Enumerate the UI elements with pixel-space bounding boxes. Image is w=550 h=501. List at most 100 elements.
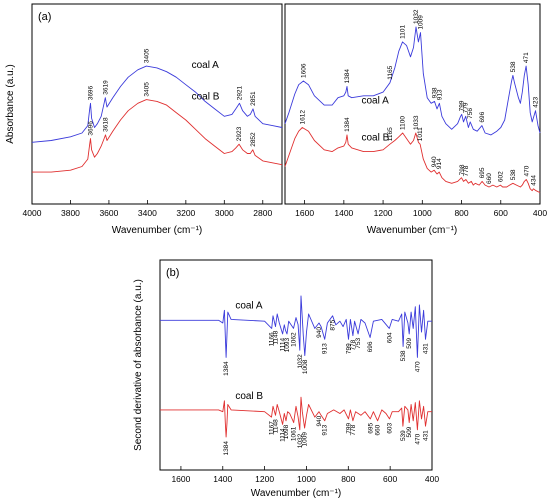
peak-label: 1032 bbox=[297, 433, 304, 448]
peak-label: 1114 bbox=[280, 338, 287, 352]
peak-label: 2852 bbox=[250, 132, 257, 147]
peak-label: 509 bbox=[406, 426, 413, 437]
peak-label: 799 bbox=[459, 100, 466, 111]
series-line-coal-a bbox=[284, 26, 541, 136]
peak-label: 471 bbox=[523, 52, 530, 63]
panel-a-left-annotations: 3696 3619 3405 2921 2851 3696 3618 3405 2923 2852 bbox=[88, 48, 258, 147]
peak-label: 1384 bbox=[223, 361, 230, 376]
peak-label: 1384 bbox=[344, 69, 351, 84]
panel-b-frame bbox=[159, 259, 433, 471]
peak-label: 2851 bbox=[250, 91, 257, 106]
x-tick-label: 3400 bbox=[138, 208, 157, 218]
peak-label: 3696 bbox=[88, 85, 95, 100]
peak-label: 470 bbox=[523, 165, 530, 176]
series-name-label: coal B bbox=[235, 391, 263, 402]
peak-label: 1033 bbox=[413, 115, 420, 130]
peak-label: 2921 bbox=[237, 85, 244, 100]
peak-label: 602 bbox=[497, 171, 504, 182]
panel-a-right-ticks: 1600 1400 1200 1000 800 600 400 bbox=[295, 200, 547, 218]
x-tick-label: 600 bbox=[383, 474, 397, 484]
series-line-coal-b bbox=[160, 396, 432, 438]
peak-label: 2923 bbox=[236, 126, 243, 141]
peak-label: 938 bbox=[432, 87, 439, 98]
peak-label: 1009 bbox=[302, 432, 309, 447]
panel-a-right-frame bbox=[284, 3, 541, 205]
peak-label: 604 bbox=[386, 332, 393, 343]
peak-label: 660 bbox=[486, 173, 493, 184]
x-tick-label: 1400 bbox=[213, 474, 232, 484]
peak-label: 940 bbox=[431, 156, 438, 167]
panel-a-left-series-labels: coal A coal B bbox=[192, 60, 220, 103]
series-name-label: coal A bbox=[362, 95, 390, 106]
peak-label: 1062 bbox=[291, 332, 298, 347]
peak-label: 778 bbox=[463, 165, 470, 176]
peak-label: 431 bbox=[423, 430, 430, 441]
peak-label: 1061 bbox=[291, 426, 298, 441]
peak-label: 1167 bbox=[269, 421, 276, 435]
panel-a-label: (a) bbox=[38, 11, 51, 23]
series-line-coal-a bbox=[31, 65, 283, 143]
peak-label: 1165 bbox=[387, 65, 394, 79]
peak-label: 1612 bbox=[299, 110, 306, 125]
x-tick-label: 3800 bbox=[61, 208, 80, 218]
peak-label: 603 bbox=[387, 423, 394, 434]
peak-label: 1165 bbox=[387, 127, 394, 141]
panel-a-left-xlabel: Wavenumber (cm⁻¹) bbox=[112, 225, 202, 236]
peak-label: 914 bbox=[436, 158, 443, 169]
peak-label: 778 bbox=[350, 339, 357, 350]
x-tick-label: 3000 bbox=[215, 208, 234, 218]
peak-label: 799 bbox=[346, 423, 353, 434]
peak-label: 3618 bbox=[103, 117, 110, 132]
panel-b-lines bbox=[160, 295, 432, 438]
x-tick-label: 1600 bbox=[295, 208, 314, 218]
panel-a-right-lines bbox=[284, 26, 541, 194]
peak-label: 756 bbox=[467, 108, 474, 119]
x-tick-label: 1000 bbox=[297, 474, 316, 484]
peak-label: 778 bbox=[350, 424, 357, 435]
panel-b-series-labels: coal A coal B bbox=[235, 301, 263, 403]
peak-label: 3405 bbox=[143, 48, 150, 63]
peak-label: 470 bbox=[414, 361, 421, 372]
peak-label: 940 bbox=[316, 327, 323, 338]
panel-b-ticks: 1600 1400 1200 1000 800 600 400 bbox=[171, 466, 439, 484]
series-name-label: coal B bbox=[362, 132, 390, 143]
peak-label: 509 bbox=[406, 338, 413, 349]
panel-a-ylabel: Absorbance (a.u.) bbox=[5, 64, 16, 144]
peak-label: 913 bbox=[322, 424, 329, 435]
panel-b-xlabel: Wavenumber (cm⁻¹) bbox=[251, 488, 341, 499]
series-line-coal-b bbox=[32, 99, 283, 173]
peak-label: 660 bbox=[375, 424, 382, 435]
peak-label: 1114 bbox=[280, 428, 287, 442]
panel-a-right: Wavenumber (cm⁻¹) 1600 1400 1200 1000 800 600… bbox=[284, 3, 547, 236]
panel-a-left-lines bbox=[31, 65, 283, 173]
peak-label: 799 bbox=[346, 343, 353, 354]
peak-label: 1166 bbox=[269, 332, 276, 346]
peak-label: 3405 bbox=[143, 82, 150, 97]
peak-label: 1148 bbox=[273, 419, 280, 433]
peak-label: 1032 bbox=[413, 9, 420, 24]
peak-label: 940 bbox=[316, 415, 323, 426]
series-line-coal-b bbox=[284, 127, 541, 194]
panel-a-right-xlabel: Wavenumber (cm⁻¹) bbox=[367, 225, 457, 236]
peak-label: 470 bbox=[414, 433, 421, 444]
peak-label: 538 bbox=[510, 61, 517, 72]
x-tick-label: 4000 bbox=[23, 208, 42, 218]
peak-label: 696 bbox=[367, 341, 374, 352]
x-tick-label: 600 bbox=[494, 208, 508, 218]
x-tick-label: 400 bbox=[533, 208, 547, 218]
peak-label: 1384 bbox=[223, 441, 230, 456]
series-name-label: coal A bbox=[235, 301, 263, 312]
x-tick-label: 400 bbox=[425, 474, 439, 484]
peak-label: 1100 bbox=[400, 116, 407, 130]
peak-label: 3696 bbox=[88, 121, 95, 136]
panel-a-left: (a) Absorbance (a.u.) Wavenumber (cm⁻¹) … bbox=[5, 3, 283, 236]
peak-label: 1384 bbox=[344, 117, 351, 132]
peak-label: 431 bbox=[423, 343, 430, 354]
x-tick-label: 3600 bbox=[99, 208, 118, 218]
panel-b: (b) Second derivative of absorbance (a.u… bbox=[133, 259, 439, 499]
peak-label: 434 bbox=[530, 175, 537, 186]
peak-label: 1148 bbox=[273, 330, 280, 344]
panel-a-right-series-labels: coal A coal B bbox=[362, 95, 390, 143]
